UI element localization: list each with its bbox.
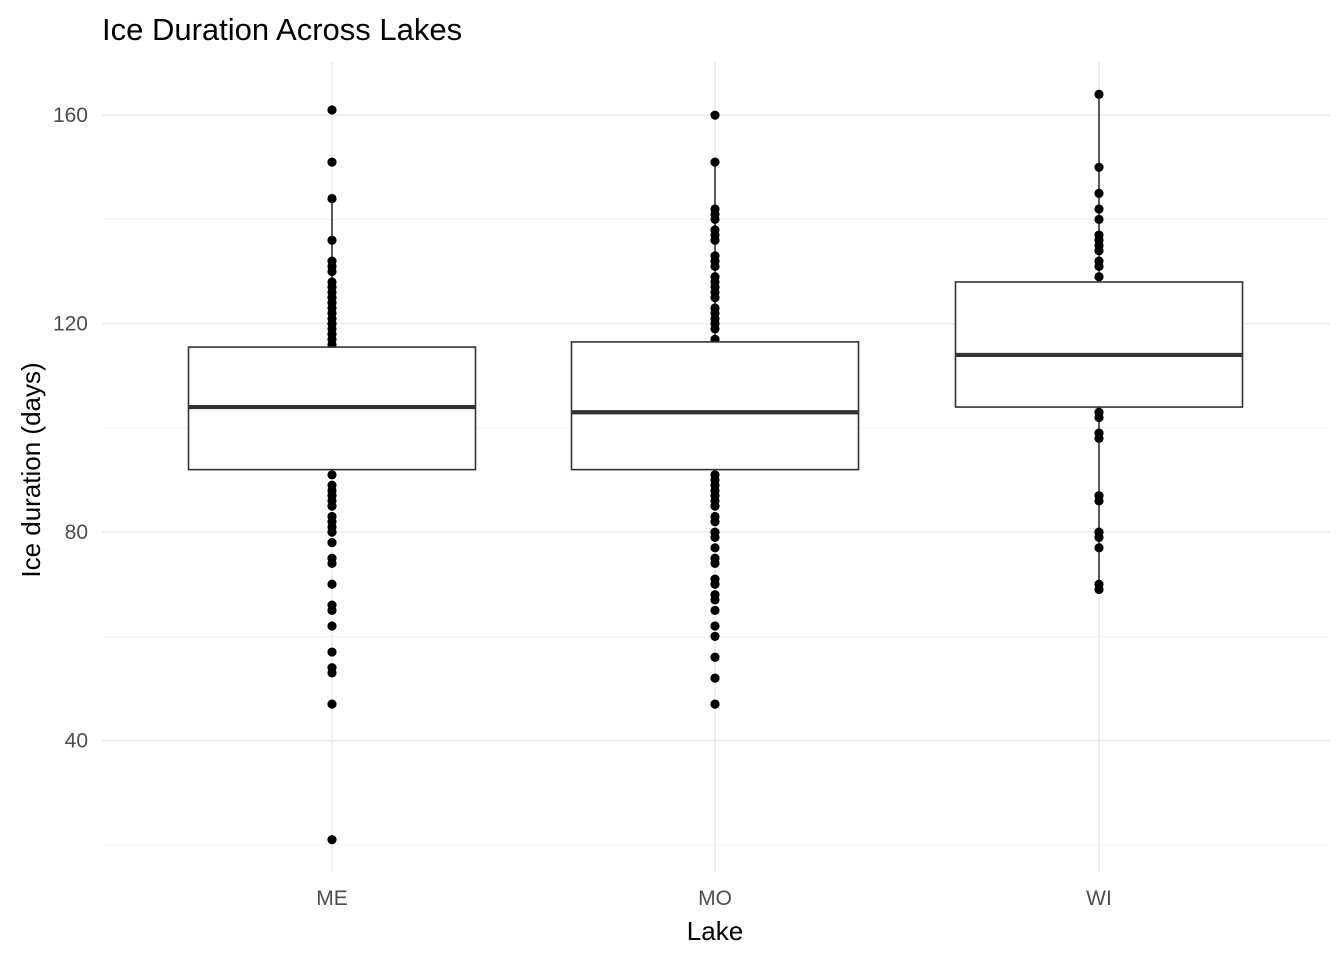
data-point — [327, 835, 337, 845]
data-point — [710, 110, 720, 120]
data-point — [1094, 433, 1104, 443]
data-point — [710, 501, 720, 511]
data-point — [1094, 204, 1104, 214]
data-point — [710, 214, 720, 225]
data-point — [1094, 162, 1104, 172]
data-point — [710, 157, 720, 167]
data-point — [1094, 261, 1104, 271]
data-point — [710, 324, 720, 334]
boxes — [187, 89, 1244, 845]
data-point — [327, 668, 337, 678]
data-point — [327, 527, 337, 537]
data-point — [710, 235, 720, 245]
data-point — [710, 621, 720, 631]
data-point — [710, 631, 720, 642]
data-point — [1094, 188, 1104, 198]
data-point — [1094, 412, 1104, 423]
box-wi — [954, 89, 1244, 595]
y-tick-label: 40 — [65, 730, 88, 753]
y-tick-label: 80 — [65, 521, 88, 544]
chart-title: Ice Duration Across Lakes — [102, 12, 462, 47]
data-point — [327, 105, 337, 115]
data-point — [327, 470, 337, 480]
data-point — [710, 261, 720, 271]
data-point — [1094, 246, 1104, 256]
data-point — [327, 193, 337, 204]
x-tick-label: ME — [316, 887, 348, 910]
data-point — [710, 543, 720, 553]
data-point — [1094, 543, 1104, 553]
data-point — [710, 292, 720, 303]
data-point — [710, 699, 720, 709]
data-point — [1094, 496, 1104, 506]
data-point — [710, 673, 720, 683]
x-tick-label: WI — [1086, 887, 1112, 910]
data-point — [710, 605, 720, 615]
data-point — [710, 652, 720, 662]
data-point — [327, 537, 337, 548]
data-point — [327, 266, 337, 277]
tick-labels: 40 80 120 160 ME MO WI — [53, 104, 1112, 910]
data-point — [327, 501, 337, 511]
data-point — [327, 647, 337, 657]
iqr-box — [954, 281, 1244, 408]
data-point — [327, 605, 337, 615]
data-point — [327, 558, 337, 569]
y-axis-title: Ice duration (days) — [16, 362, 46, 577]
data-point — [1094, 532, 1104, 542]
data-point — [327, 621, 337, 631]
data-point — [710, 579, 720, 589]
data-point — [1094, 584, 1104, 595]
data-point — [710, 595, 720, 605]
data-point — [1094, 272, 1104, 282]
data-point — [327, 579, 337, 589]
data-point — [327, 235, 337, 245]
data-point — [710, 532, 720, 542]
data-point — [1094, 89, 1104, 99]
data-point — [327, 157, 337, 167]
box-me — [187, 105, 477, 845]
data-point — [1094, 214, 1104, 225]
data-point — [710, 517, 720, 527]
box-mo — [570, 110, 860, 709]
x-axis-title: Lake — [687, 916, 743, 946]
data-point — [710, 558, 720, 569]
y-tick-label: 160 — [53, 104, 88, 127]
data-point — [327, 699, 337, 709]
x-tick-label: MO — [698, 887, 732, 910]
iqr-box — [570, 341, 860, 471]
y-tick-label: 120 — [53, 313, 88, 336]
